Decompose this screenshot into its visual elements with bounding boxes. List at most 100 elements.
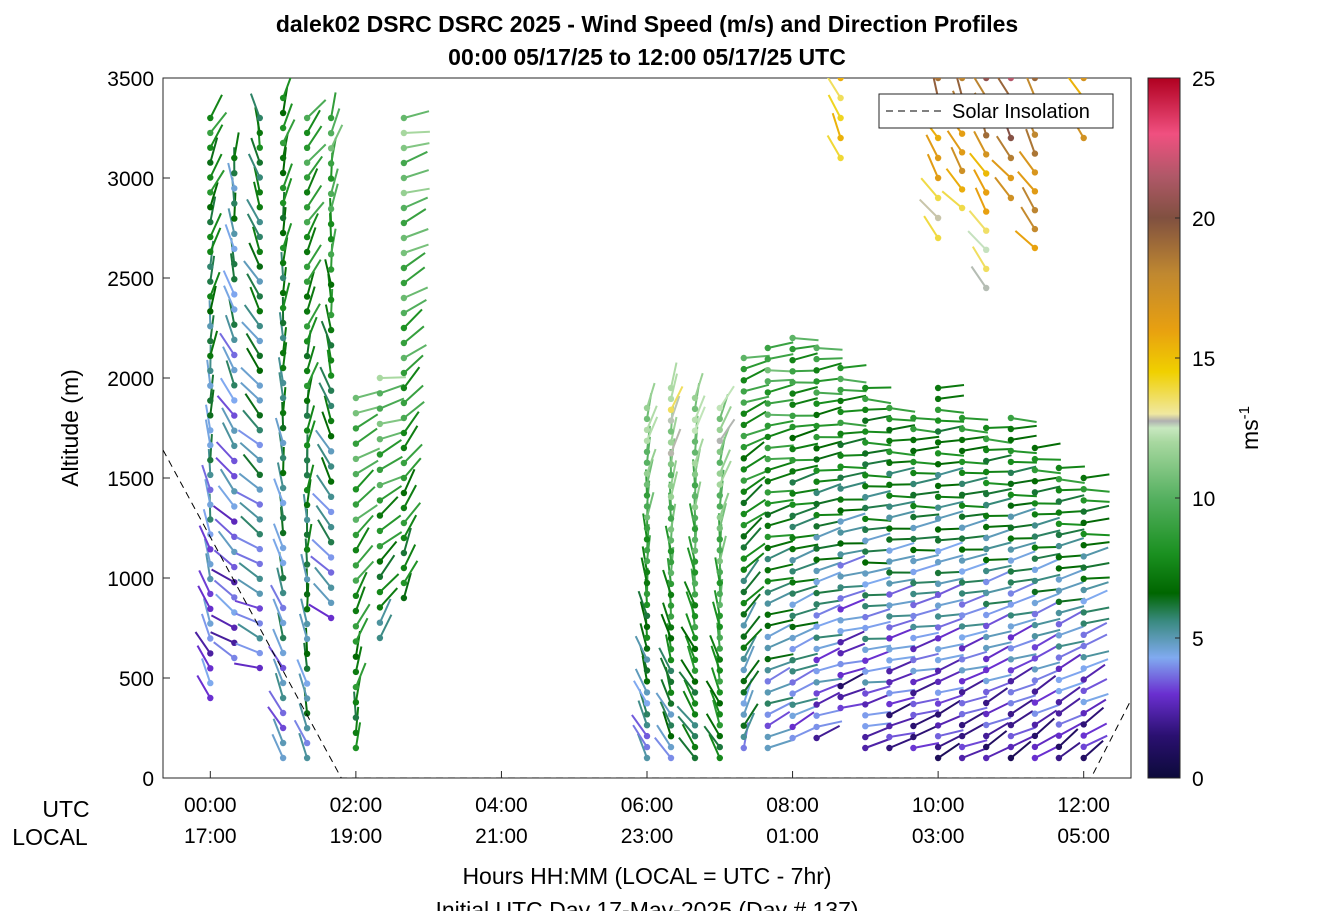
wind-barb-line: [743, 367, 768, 382]
wind-barb-point: [303, 501, 311, 509]
wind-barb-line: [1010, 618, 1037, 628]
wind-barb-line: [240, 515, 261, 535]
wind-barb-line: [792, 584, 818, 595]
wind-barb-point: [837, 419, 844, 426]
wind-barb-line: [1082, 78, 1084, 79]
wind-barb-line: [889, 644, 916, 651]
wind-barb-line: [1010, 424, 1037, 430]
wind-barb-point: [716, 415, 723, 423]
wind-barb-point: [740, 677, 747, 685]
wind-barb-point: [1055, 509, 1063, 516]
wind-barb-point: [643, 700, 651, 707]
wind-barb-point: [400, 444, 408, 452]
wind-barb-line: [379, 376, 406, 379]
wind-barb-point: [934, 439, 942, 446]
wind-barb-point: [400, 369, 408, 377]
wind-barb-line: [221, 407, 236, 432]
wind-barb-point: [376, 558, 384, 565]
wind-barb-point: [327, 372, 335, 379]
wind-barb-point: [352, 607, 360, 615]
wind-barb-point: [303, 710, 311, 717]
wind-barb-point: [643, 547, 651, 554]
wind-barb-point: [740, 499, 747, 507]
wind-barb-point: [1031, 533, 1039, 540]
wind-barb-point: [837, 496, 844, 503]
wind-barb-line: [680, 659, 696, 683]
wind-barb-line: [659, 701, 672, 726]
wind-barb-point: [1080, 698, 1087, 706]
wind-barb-line: [354, 676, 362, 703]
wind-barb-line: [816, 647, 841, 661]
wind-barb-point: [352, 547, 360, 554]
wind-barb-line: [293, 719, 308, 744]
wind-barb-line: [743, 552, 765, 571]
wind-barb-line: [306, 155, 324, 179]
wind-barb-point: [352, 455, 360, 463]
wind-barb-point: [813, 589, 820, 597]
wind-barb-line: [710, 667, 721, 693]
wind-barb-line: [1058, 478, 1085, 484]
wind-barb-point: [716, 623, 723, 630]
wind-barb-point: [303, 739, 311, 747]
wind-barb-point: [643, 612, 651, 619]
wind-barb-point: [207, 189, 214, 196]
wind-barb-point: [207, 367, 214, 374]
wind-barb-point: [352, 394, 360, 402]
wind-barb-point: [327, 266, 335, 273]
wind-barb-point: [1055, 498, 1063, 505]
wind-barb-line: [743, 593, 761, 615]
wind-barb-point: [643, 404, 651, 412]
wind-barb-line: [680, 626, 696, 650]
wind-barb-line: [1083, 581, 1109, 591]
wind-barb-line: [1010, 623, 1035, 639]
wind-barb-point: [207, 605, 214, 612]
wind-barb-point: [327, 584, 335, 591]
wind-barb-point: [789, 534, 796, 542]
wind-barb-point: [231, 533, 238, 540]
wind-barb-point: [279, 94, 287, 102]
wind-barb-point: [376, 466, 384, 473]
wind-barb-point: [886, 690, 893, 697]
wind-barb-line: [306, 201, 325, 223]
wind-barb-line: [1058, 528, 1085, 536]
wind-barb-point: [1055, 609, 1063, 617]
wind-barb-point: [862, 723, 869, 730]
wind-barb-point: [934, 154, 942, 162]
wind-barb-line: [956, 78, 964, 97]
wind-barb-line: [210, 631, 235, 644]
wind-barb-line: [937, 384, 965, 389]
wind-barb-point: [400, 429, 408, 437]
wind-barb-point: [934, 678, 942, 685]
wind-barb-line: [209, 227, 222, 253]
wind-barb-line: [209, 196, 217, 223]
wind-barb-line: [718, 449, 731, 474]
wind-barb-point: [764, 655, 771, 663]
y-tick-label: 2000: [107, 368, 154, 391]
wind-barb-line: [985, 657, 1010, 671]
wind-barb-point: [862, 690, 869, 697]
wind-barb-point: [789, 401, 796, 408]
wind-barb-line: [659, 657, 672, 683]
wind-barb-point: [207, 144, 214, 151]
wind-barb-point: [1031, 522, 1039, 529]
wind-barb-line: [306, 259, 322, 283]
wind-barb-line: [658, 647, 672, 672]
wind-barb-line: [1010, 465, 1037, 474]
wind-barb-line: [840, 481, 867, 490]
wind-barb-point: [837, 529, 844, 536]
wind-barb-line: [1083, 734, 1108, 748]
wind-barb-line: [743, 383, 770, 393]
wind-barb-line: [1083, 663, 1106, 681]
wind-barb-line: [831, 112, 842, 139]
wind-barb-point: [983, 446, 990, 454]
wind-barb-line: [681, 723, 696, 748]
wind-barb-point: [837, 540, 844, 547]
wind-barb-point: [327, 311, 335, 319]
wind-barb-point: [886, 481, 893, 488]
wind-barb-line: [986, 524, 1013, 528]
wind-barb-line: [355, 427, 378, 445]
wind-barb-point: [837, 584, 844, 591]
wind-barb-line: [242, 453, 261, 476]
wind-barb-line: [767, 710, 791, 727]
